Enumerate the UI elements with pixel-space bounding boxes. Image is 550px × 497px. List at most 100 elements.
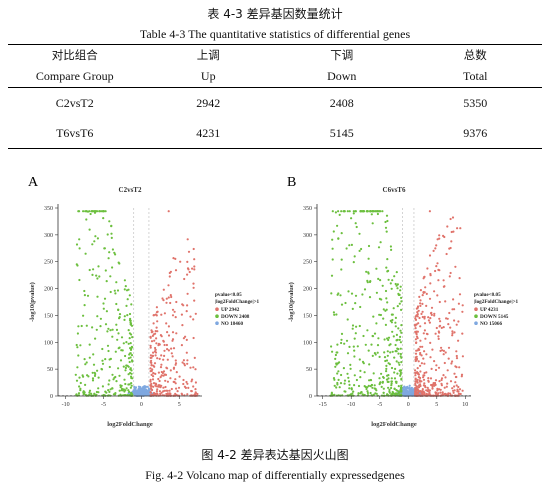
- data-point: [332, 311, 335, 314]
- data-point: [434, 379, 438, 382]
- data-point: [124, 382, 127, 386]
- data-point: [419, 351, 422, 355]
- data-point: [334, 365, 337, 368]
- data-point: [378, 313, 381, 316]
- data-point: [152, 391, 156, 395]
- data-point: [354, 294, 358, 297]
- data-point: [448, 275, 451, 278]
- data-point: [382, 391, 385, 394]
- data-point: [124, 366, 127, 370]
- data-point: [431, 348, 434, 351]
- data-point: [191, 267, 194, 270]
- data-point: [75, 379, 79, 382]
- data-point: [368, 280, 372, 284]
- data-point: [192, 286, 195, 289]
- data-point: [75, 263, 78, 266]
- y-tick-label: 50: [47, 367, 53, 373]
- data-point: [440, 377, 444, 380]
- data-point: [433, 290, 436, 293]
- data-point: [118, 313, 122, 316]
- data-point: [399, 352, 402, 356]
- data-point: [128, 353, 131, 356]
- data-point: [440, 378, 443, 382]
- legend-header: |log2FoldChange|>1: [215, 299, 260, 305]
- data-point: [129, 371, 132, 375]
- data-point: [455, 354, 458, 358]
- data-point: [145, 391, 149, 394]
- data-point: [177, 386, 181, 389]
- data-point: [96, 237, 99, 240]
- data-point: [352, 261, 355, 264]
- data-point: [340, 303, 344, 306]
- data-point: [368, 379, 371, 382]
- data-point: [194, 312, 197, 315]
- data-point: [176, 390, 179, 393]
- data-point: [75, 343, 78, 347]
- data-point: [396, 347, 399, 350]
- data-point: [373, 332, 377, 335]
- data-point: [346, 210, 349, 213]
- data-point: [85, 210, 88, 213]
- data-point: [390, 377, 393, 380]
- data-point: [347, 376, 350, 379]
- table-cell: 5145: [275, 118, 409, 149]
- data-point: [344, 301, 347, 305]
- data-point: [101, 362, 105, 365]
- data-point: [118, 317, 121, 320]
- data-point: [418, 316, 421, 320]
- data-point: [434, 332, 437, 335]
- data-point: [373, 352, 376, 355]
- data-point: [117, 347, 120, 350]
- data-point: [186, 359, 189, 362]
- data-point: [125, 387, 128, 390]
- data-point: [443, 361, 446, 365]
- data-point: [425, 353, 428, 356]
- data-point: [449, 271, 452, 275]
- data-point: [361, 360, 365, 363]
- data-point: [394, 343, 397, 347]
- data-point: [427, 379, 430, 382]
- data-point: [172, 257, 175, 260]
- data-point: [447, 357, 450, 360]
- legend-label-up: UP 2942: [221, 307, 240, 313]
- data-point: [351, 324, 355, 327]
- data-point: [461, 310, 464, 313]
- data-point: [118, 374, 121, 377]
- data-point: [371, 354, 374, 357]
- data-point: [175, 300, 178, 304]
- data-point: [420, 392, 423, 395]
- data-point: [330, 292, 333, 295]
- data-point: [103, 247, 106, 250]
- data-point: [78, 247, 81, 250]
- data-point: [381, 210, 384, 213]
- legend-marker-no: [215, 321, 219, 325]
- y-tick-label: 100: [303, 340, 312, 346]
- data-point: [386, 337, 389, 340]
- data-point: [399, 335, 402, 338]
- data-point: [443, 386, 446, 389]
- data-point: [135, 390, 138, 393]
- data-point: [378, 377, 381, 380]
- data-point: [345, 247, 348, 250]
- table-caption-en: Table 4-3 The quantitative statistics of…: [139, 27, 411, 41]
- data-point: [193, 356, 196, 359]
- data-point: [165, 343, 168, 347]
- volcano-panel-a: A C2vsT2 0 50 100 150 200 250 300 350 -10 -5 0 5 log2F…: [28, 175, 260, 428]
- data-point: [425, 304, 428, 307]
- data-point: [400, 308, 403, 311]
- data-point: [448, 311, 451, 315]
- x-tick-label: -5: [101, 402, 106, 408]
- data-point: [82, 390, 85, 393]
- data-point: [130, 384, 133, 387]
- data-point: [399, 371, 402, 374]
- data-point: [100, 367, 103, 371]
- data-point: [439, 320, 442, 323]
- x-tick-label: -10: [62, 402, 70, 408]
- data-point: [175, 332, 178, 335]
- data-point: [416, 378, 419, 381]
- x-tick-label: -10: [347, 402, 355, 408]
- legend-marker-down: [215, 314, 219, 318]
- data-point: [108, 379, 111, 382]
- data-point: [428, 254, 432, 257]
- data-point: [433, 381, 437, 385]
